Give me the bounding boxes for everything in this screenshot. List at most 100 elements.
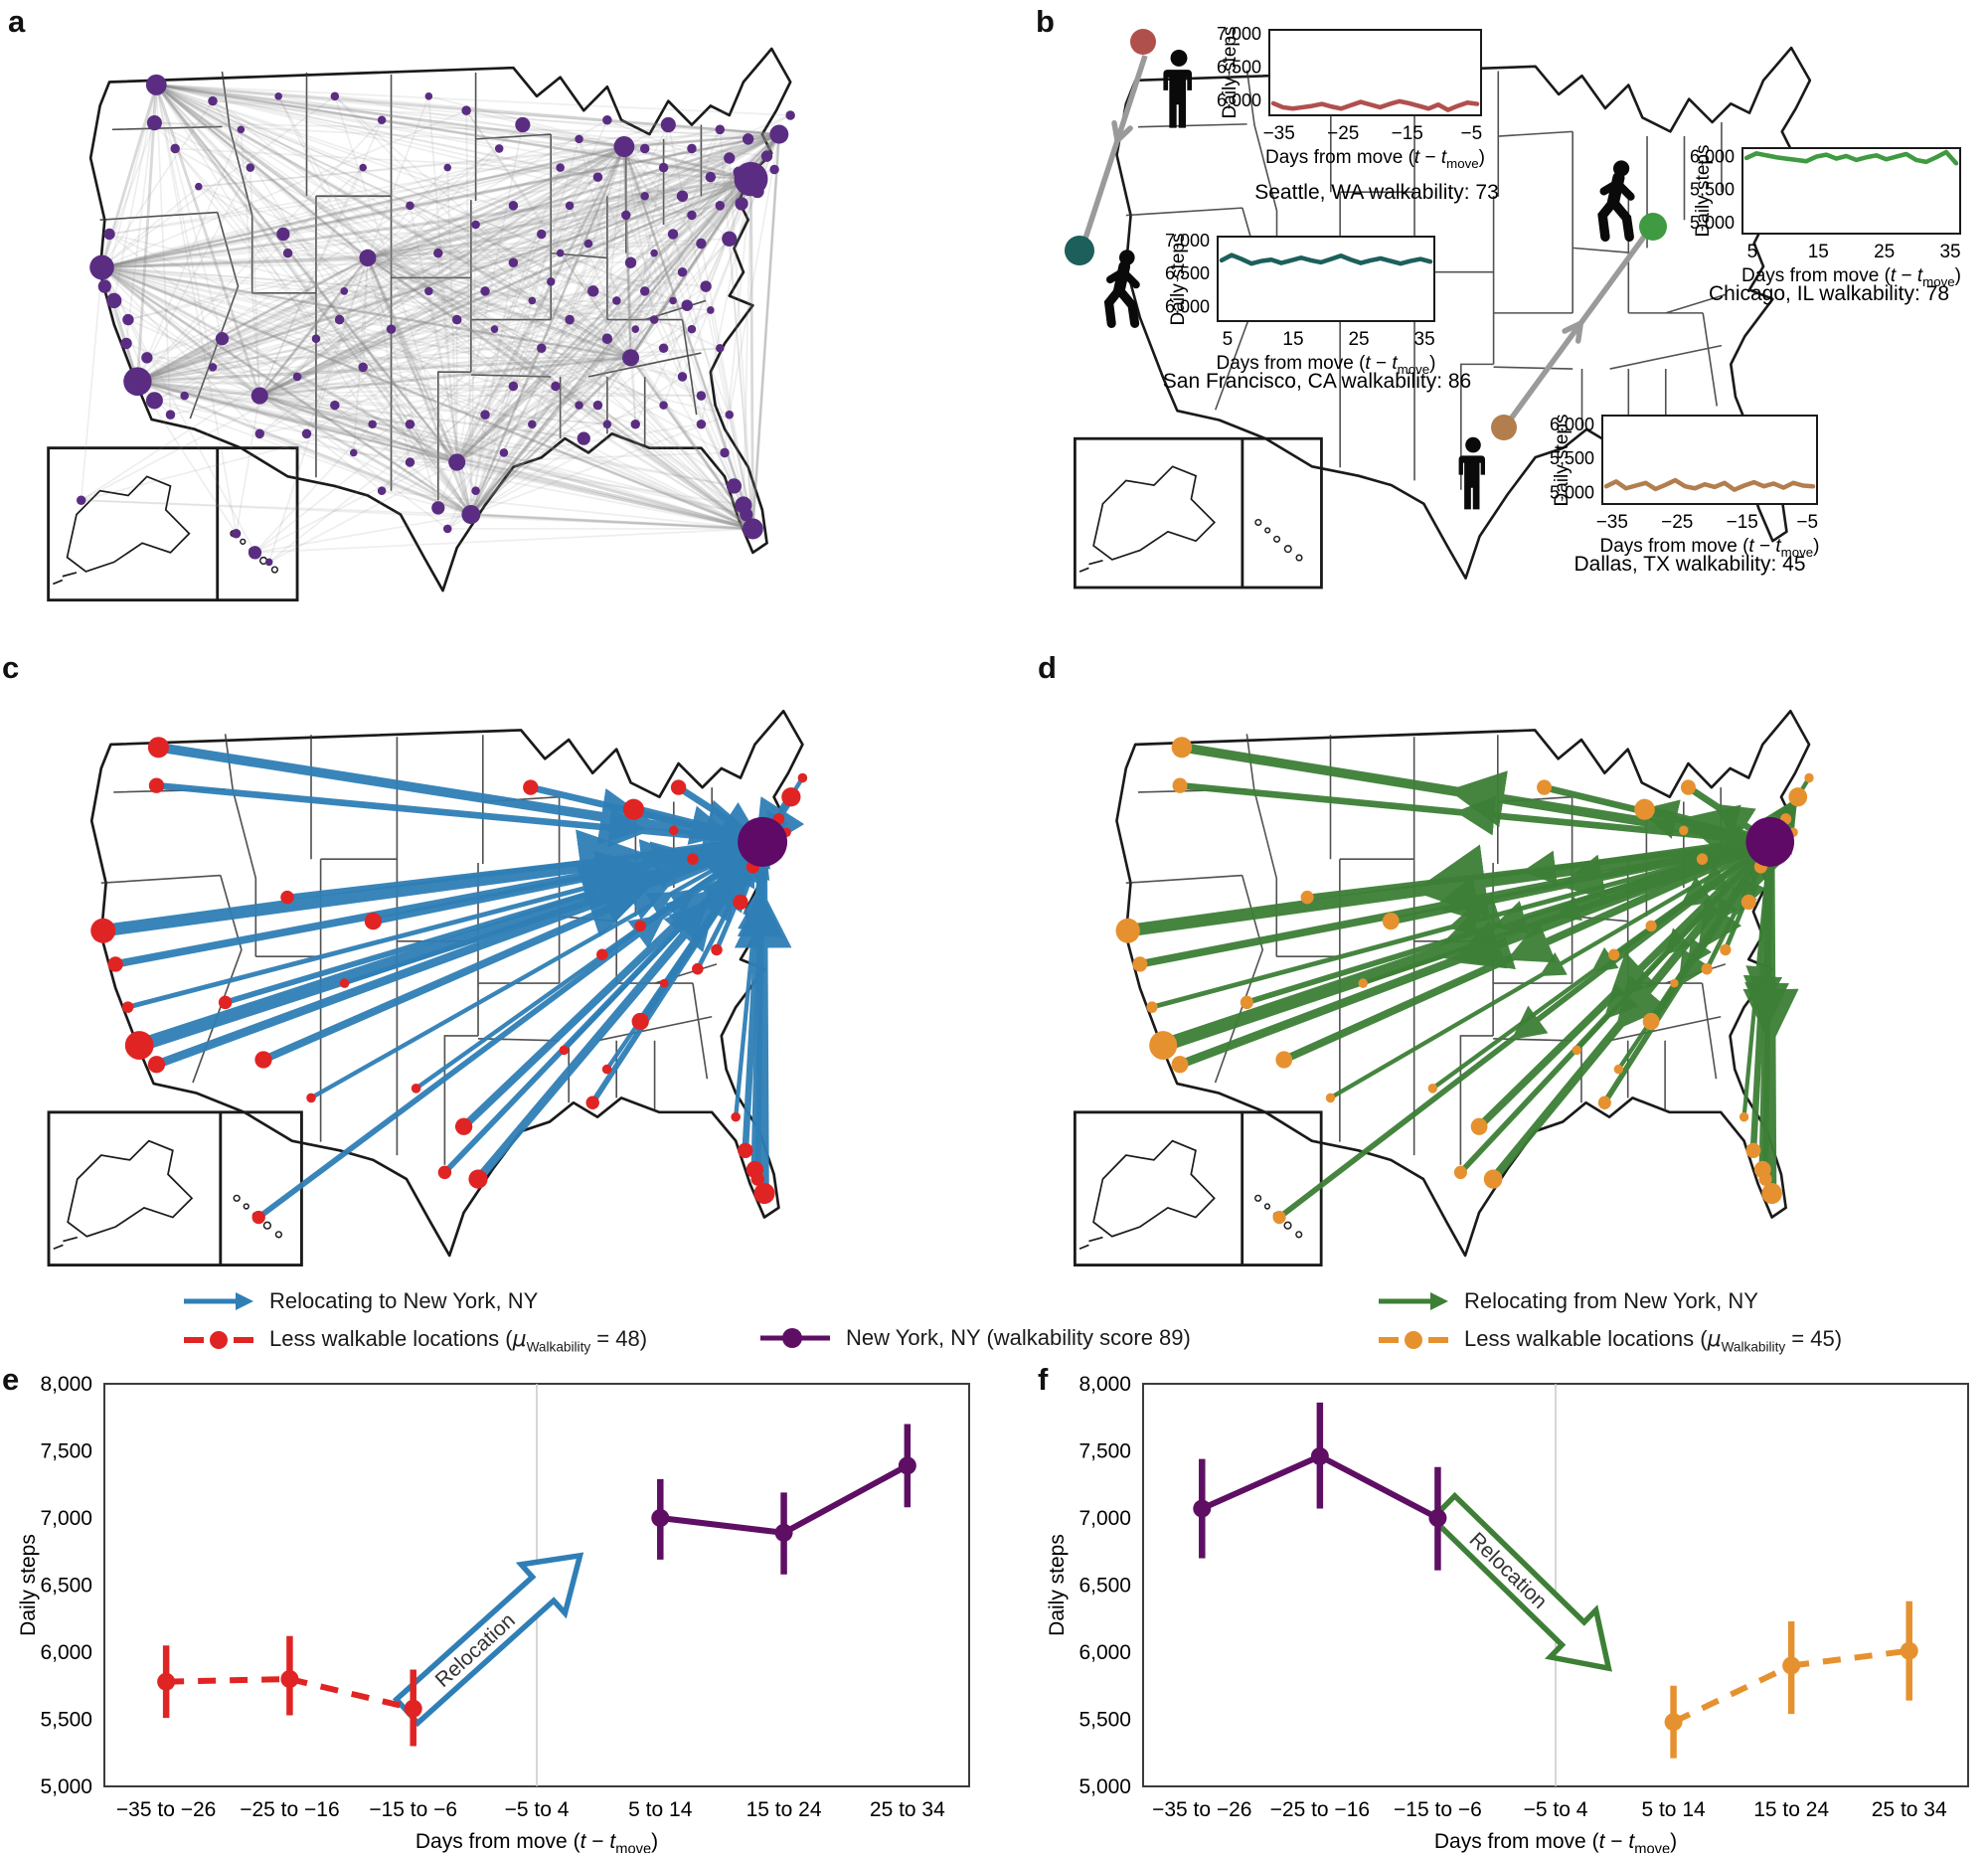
svg-text:25 to 34: 25 to 34 bbox=[870, 1798, 945, 1821]
blue-arrow-icon bbox=[184, 1292, 253, 1310]
panel-f-errorbar-chart: 5,000 5,500 6,000 6,500 7,000 7,500 8,000 −35 t… bbox=[1046, 1373, 1969, 1853]
svg-text:−5 to 4: −5 to 4 bbox=[1524, 1798, 1588, 1821]
svg-text:7,000: 7,000 bbox=[1217, 24, 1261, 44]
svg-text:−15: −15 bbox=[1727, 512, 1758, 533]
legend-relocating-from-ny-label: Relocating from New York, NY bbox=[1464, 1288, 1758, 1313]
svg-text:8,000: 8,000 bbox=[1078, 1373, 1131, 1396]
svg-text:5,500: 5,500 bbox=[1550, 448, 1594, 468]
svg-text:15: 15 bbox=[1282, 329, 1303, 350]
svg-text:−15 to −6: −15 to −6 bbox=[1394, 1798, 1482, 1821]
legend-less-walkable-left-label: Less walkable locations (μWalkability = … bbox=[269, 1326, 648, 1355]
svg-text:−35 to −26: −35 to −26 bbox=[1152, 1798, 1251, 1821]
svg-text:−25 to −16: −25 to −16 bbox=[240, 1798, 339, 1821]
legend-relocating-from-ny: Relocating from New York, NY bbox=[1377, 1288, 1842, 1314]
legend-relocating-to-ny: Relocating to New York, NY bbox=[182, 1288, 647, 1314]
city-dot bbox=[1639, 213, 1667, 241]
city-dot bbox=[1130, 29, 1156, 55]
svg-text:6,000: 6,000 bbox=[1550, 415, 1594, 434]
legend-left: Relocating to New York, NY Less walkable… bbox=[182, 1288, 647, 1354]
legend-relocating-to-ny-label: Relocating to New York, NY bbox=[269, 1288, 539, 1313]
panel-e-errorbar-chart: 5,000 5,500 6,000 6,500 7,000 7,500 8,000 −35 t… bbox=[17, 1373, 970, 1853]
svg-text:5,500: 5,500 bbox=[1690, 180, 1735, 200]
svg-text:Days from move (t − tmove): Days from move (t − tmove) bbox=[415, 1830, 658, 1853]
svg-text:−25: −25 bbox=[1327, 123, 1359, 144]
svg-text:Days from move (t − tmove): Days from move (t − tmove) bbox=[1265, 147, 1485, 171]
green-arrow-icon bbox=[1379, 1292, 1448, 1310]
city-walkability-label: Seattle, WA walkability: 73 bbox=[1254, 181, 1499, 204]
legend-center: New York, NY (walkability score 89) bbox=[758, 1325, 1191, 1351]
legend-new-york-label: New York, NY (walkability score 89) bbox=[846, 1325, 1191, 1350]
relocation-arrow-label: Relocation bbox=[431, 1608, 520, 1691]
svg-text:−25 to −16: −25 to −16 bbox=[1270, 1798, 1370, 1821]
svg-text:35: 35 bbox=[1939, 242, 1960, 262]
example-city-4: 6,000 5,500 5,000−35 −25 −15 −5 Days from move… bbox=[1458, 415, 1819, 576]
svg-text:15 to 24: 15 to 24 bbox=[746, 1798, 822, 1821]
panel-c-flow-map bbox=[25, 668, 979, 1279]
legend-new-york: New York, NY (walkability score 89) bbox=[758, 1325, 1191, 1351]
svg-text:6,000: 6,000 bbox=[1078, 1641, 1131, 1664]
svg-text:−15: −15 bbox=[1392, 123, 1423, 144]
new-york-node bbox=[1745, 816, 1795, 867]
svg-text:5 to 14: 5 to 14 bbox=[628, 1798, 693, 1821]
svg-text:15 to 24: 15 to 24 bbox=[1753, 1798, 1829, 1821]
flow-lines bbox=[1126, 743, 1811, 1220]
svg-text:Daily steps: Daily steps bbox=[1552, 415, 1573, 507]
panel-f-label: f bbox=[1038, 1362, 1049, 1397]
example-city-2: 7,000 6,500 6,000 5 15 25 35 Days from move (t … bbox=[1065, 231, 1471, 393]
svg-text:6,000: 6,000 bbox=[1217, 90, 1261, 110]
svg-text:7,000: 7,000 bbox=[1078, 1507, 1131, 1530]
svg-text:5 to 14: 5 to 14 bbox=[1641, 1798, 1706, 1821]
purple-line-dot-icon bbox=[760, 1328, 830, 1348]
flow-lines bbox=[101, 743, 805, 1220]
series-less-walkable-locations bbox=[1664, 1600, 1918, 1759]
svg-text:6,000: 6,000 bbox=[1690, 147, 1735, 167]
svg-text:6,000: 6,000 bbox=[40, 1641, 92, 1664]
svg-text:Daily steps: Daily steps bbox=[1046, 1534, 1069, 1636]
panel-d-flow-map bbox=[1052, 668, 1981, 1279]
city-dot bbox=[1491, 415, 1517, 440]
example-city-3: 6,000 5,500 5,000 5 15 25 35 Days from move (t … bbox=[1602, 145, 1961, 305]
relocation-block-arrow bbox=[392, 1552, 584, 1728]
legend-less-walkable-right: Less walkable locations (μWalkability = … bbox=[1377, 1326, 1842, 1354]
svg-text:25: 25 bbox=[1348, 329, 1369, 350]
svg-text:5,000: 5,000 bbox=[1690, 213, 1735, 233]
svg-text:5: 5 bbox=[1223, 329, 1234, 350]
svg-text:5,500: 5,500 bbox=[40, 1709, 92, 1732]
panel-a-network-map bbox=[25, 6, 964, 614]
svg-text:8,000: 8,000 bbox=[40, 1373, 92, 1396]
svg-text:−5 to 4: −5 to 4 bbox=[505, 1798, 570, 1821]
legend-less-walkable-right-label: Less walkable locations (μWalkability = … bbox=[1464, 1326, 1843, 1355]
svg-text:7,000: 7,000 bbox=[40, 1507, 92, 1530]
series-less-walkable-locations bbox=[157, 1635, 422, 1747]
network-edges bbox=[80, 83, 791, 564]
legend-less-walkable-left: Less walkable locations (μWalkability = … bbox=[182, 1326, 647, 1354]
svg-text:Days from move (t − tmove): Days from move (t − tmove) bbox=[1434, 1830, 1677, 1853]
svg-text:−15 to −6: −15 to −6 bbox=[369, 1798, 457, 1821]
svg-text:Daily steps: Daily steps bbox=[1220, 27, 1241, 119]
flow-dots bbox=[1115, 737, 1814, 1225]
example-city-1: 7,000 6,500 6,000−35 −25 −15 −5 Days from move… bbox=[1130, 24, 1499, 204]
svg-text:5,000: 5,000 bbox=[1550, 482, 1594, 502]
svg-text:6,500: 6,500 bbox=[1078, 1575, 1131, 1598]
city-walkability-label: San Francisco, CA walkability: 86 bbox=[1163, 370, 1471, 393]
panel-e-label: e bbox=[2, 1362, 20, 1397]
svg-text:−35: −35 bbox=[1263, 123, 1295, 144]
svg-text:−35 to −26: −35 to −26 bbox=[116, 1798, 216, 1821]
svg-text:15: 15 bbox=[1808, 242, 1829, 262]
svg-text:Daily steps: Daily steps bbox=[17, 1534, 40, 1636]
relocation-arrows bbox=[1080, 55, 1650, 423]
svg-text:5,000: 5,000 bbox=[1078, 1775, 1131, 1798]
svg-text:−5: −5 bbox=[1796, 512, 1818, 533]
svg-text:7,000: 7,000 bbox=[1165, 231, 1210, 251]
panel-c-label: c bbox=[2, 650, 20, 685]
series-new-york-ny bbox=[651, 1424, 916, 1575]
svg-text:Days from move (t − tmove): Days from move (t − tmove) bbox=[1741, 265, 1961, 289]
svg-text:Days from move (t − tmove): Days from move (t − tmove) bbox=[1217, 353, 1436, 377]
svg-text:6,500: 6,500 bbox=[40, 1575, 92, 1598]
red-dashed-icon bbox=[184, 1331, 253, 1350]
svg-text:6,500: 6,500 bbox=[1217, 58, 1261, 78]
panel-a-label: a bbox=[8, 4, 26, 39]
series-new-york-ny bbox=[1193, 1402, 1447, 1571]
standing-person bbox=[1458, 436, 1485, 510]
